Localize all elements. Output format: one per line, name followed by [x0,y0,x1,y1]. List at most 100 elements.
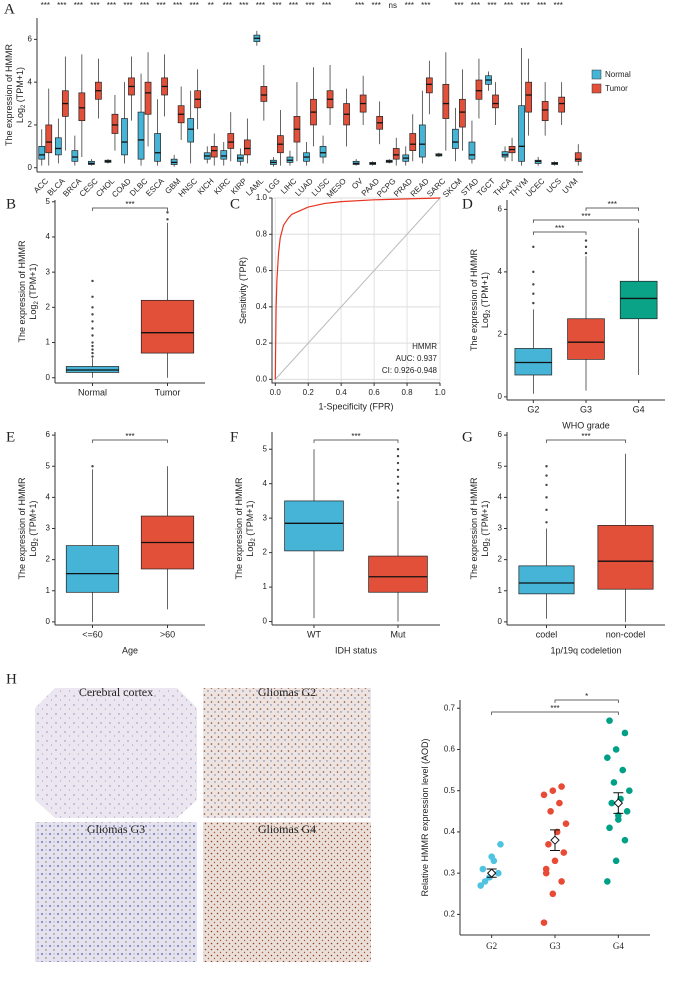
significance-label: *** [355,1,364,10]
outlier [91,327,94,330]
y-tick-label: 0.4 [444,827,456,836]
y-label-line: The expression of HMMR [469,477,479,580]
significance-label: * [585,692,588,701]
data-point [623,808,631,815]
histology-image [35,822,197,962]
significance-label: *** [581,432,590,441]
significance-bracket [532,219,640,223]
outlier [91,344,94,348]
significance-label: *** [239,1,248,10]
x-tick-label: non-codel [606,629,646,639]
significance-bracket [585,207,640,211]
x-axis-label: 1p/19q codeletion [550,645,621,655]
significance-label: *** [272,1,281,10]
data-point [497,840,504,848]
y-tick-label: 1 [263,582,268,591]
x-tick-label: 0.0 [270,388,282,397]
y-tick-label: 0.0 [256,374,268,383]
y-tick-label: 1.0 [256,193,268,202]
y-tick-label: 0.2 [444,909,456,918]
significance-label: ns [389,1,397,10]
y-tick-label: 4 [498,267,503,276]
data-point [551,857,559,865]
outlier [532,270,535,274]
significance-label: *** [123,1,132,10]
data-point [621,729,629,737]
x-tick-label: UVM [561,176,580,195]
y-label-line: The expression of HMMR [234,477,244,580]
box [567,318,605,360]
x-tick-label: G3 [550,941,561,951]
y-tick-label: 3 [498,524,503,533]
x-tick-label: Normal [78,387,107,397]
reference-line [274,197,441,380]
data-point [619,766,627,774]
y-tick-label: 0.5 [444,786,456,795]
outlier [396,468,400,472]
significance-label: *** [550,704,559,713]
y-label-sub: 2 [21,104,27,108]
outlier [545,508,548,512]
box [144,81,152,115]
box [121,118,128,156]
outlier [91,465,94,468]
significance-label: *** [289,1,298,10]
data-point [477,882,484,889]
box [140,299,195,354]
box [541,101,549,122]
box [418,124,426,158]
x-tick-label: COAD [110,176,133,199]
box [187,118,195,143]
significance-label: *** [454,1,463,10]
outlier [91,334,94,337]
y-label-sub: 2 [34,538,40,542]
y-label-part: Log [245,542,255,557]
x-tick-label: KICH [196,176,216,196]
box [45,124,53,154]
outlier [545,521,548,524]
box [619,280,658,320]
significance-label: *** [140,1,149,10]
x-tick-label: 0.8 [401,388,413,397]
y-tick-label: 2 [498,329,503,338]
significance-label: *** [608,200,617,209]
x-axis-label: 1-Specificity (FPR) [318,401,393,411]
data-point [560,849,568,856]
box [518,105,525,162]
box [78,92,86,122]
outlier [545,496,548,499]
data-point [626,787,633,795]
box [475,79,483,100]
y-tick-label: 1 [498,586,503,595]
data-point [556,799,563,807]
outlier [396,461,400,465]
y-tick-label: 3 [46,524,51,533]
outlier [91,295,94,298]
outlier [396,496,400,499]
significance-label: *** [41,1,50,10]
significance-label: *** [537,1,546,10]
x-tick-label: UCS [545,177,563,195]
y-tick-label: 5 [46,461,51,470]
outlier [91,351,94,355]
y-tick-label: 6 [46,430,51,439]
box [468,141,476,160]
x-tick-label: G2 [527,404,539,414]
outlier [396,482,400,485]
x-tick-label: WT [307,629,321,639]
y-tick-label: 0.3 [444,868,456,877]
significance-label: *** [256,1,265,10]
image-label: Gliomas G3 [87,822,145,836]
y-axis-label: Log2 (TPM+1) [480,500,491,556]
box [284,500,344,552]
x-tick-label: 1.0 [434,388,446,397]
y-tick-label: 2 [263,548,268,557]
y-tick-label: 4 [46,492,51,501]
histology-image [203,688,371,818]
significance-bracket [313,439,399,443]
y-tick-label: 0.4 [256,302,268,311]
x-tick-label: Tumor [155,387,181,397]
significance-label: *** [351,432,360,441]
y-tick-label: 5 [263,444,268,453]
data-point [612,746,620,753]
